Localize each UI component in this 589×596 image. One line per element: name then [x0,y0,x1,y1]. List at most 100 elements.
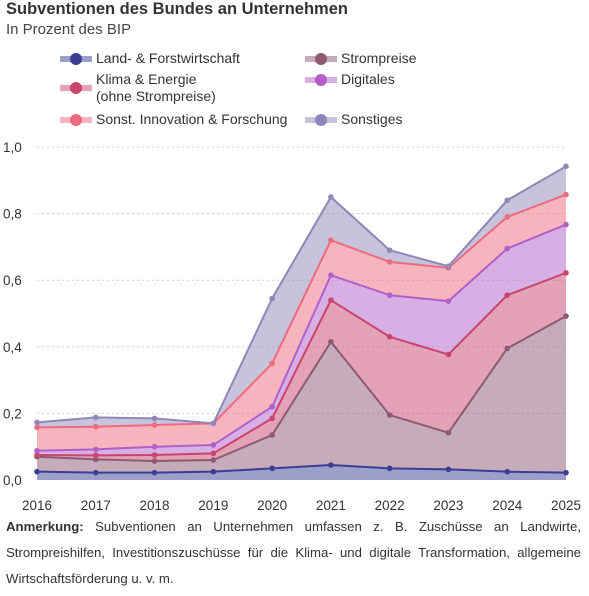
data-point [269,415,275,422]
stacked-area-chart: 0,0 0,2 0,4 0,6 0,8 1,0 2016 2017 2018 2019 2020 20… [3,140,581,513]
data-point [210,468,217,475]
data-point [92,469,99,476]
legend-label-land: Land- & Forstwirtschaft [96,50,240,66]
x-tick-label: 2025 [551,498,581,513]
chart-subtitle: In Prozent des BIP [6,21,132,38]
line-series-0 [36,464,567,474]
x-tick-label: 2018 [140,498,170,513]
data-point [151,469,158,476]
data-point [151,458,158,464]
data-point [210,450,217,457]
data-point [504,197,511,204]
legend-item-digitales: Digitales [305,71,395,89]
legend-label-strompreise: Strompreise [341,50,417,66]
legend-item-strompreise: Strompreise [305,50,416,68]
legend-swatch-strompreise [305,53,337,65]
line-series-4 [36,193,567,429]
x-tick-label: 2024 [492,498,523,513]
data-point [92,414,99,421]
data-point [445,298,452,304]
data-point [34,468,40,475]
data-point [328,272,334,279]
y-tick-label: 0,0 [3,473,22,488]
legend-swatch-digitales [305,74,337,86]
data-point [563,313,569,319]
x-tick-label: 2019 [198,498,228,513]
data-point [34,452,40,458]
data-point [386,412,393,418]
x-tick-label: 2021 [316,498,346,513]
legend-label-innovation: Sonst. Innovation & Forschung [96,111,288,127]
data-point [328,297,334,303]
y-tick-label: 0,8 [3,207,22,222]
y-tick-label: 0,6 [3,273,22,288]
data-point [269,432,275,438]
line-series-2 [36,271,567,457]
data-point [34,424,40,431]
area-series-5 [37,166,566,428]
x-tick-label: 2017 [81,498,111,513]
data-point [504,468,511,475]
legend-label-digitales: Digitales [341,71,395,87]
data-point [210,420,217,427]
chart-title: Subventionen des Bundes an Unternehmen [6,0,348,18]
note-text: Subventionen an Unternehmen umfassen z. … [6,519,581,586]
data-point [92,446,99,453]
legend-swatch-land [60,53,92,65]
legend-swatch-innovation [60,114,92,126]
data-point [445,429,452,436]
data-point [269,360,275,367]
data-point [92,456,99,463]
data-point [269,403,275,410]
data-point [269,295,275,302]
data-point [563,163,569,170]
data-point [328,194,334,200]
data-point [386,292,393,298]
data-point [563,191,569,198]
line-series-3 [36,223,567,452]
legend-swatch-sonstiges [305,114,337,126]
data-point [386,259,393,265]
data-point [34,419,40,426]
x-tick-label: 2022 [375,498,405,513]
legend-item-innovation: Sonst. Innovation & Forschung [60,111,287,129]
x-tick-label: 2023 [433,498,463,513]
legend-label-sonstiges: Sonstiges [341,111,403,127]
data-point [386,247,393,254]
data-point [563,221,569,228]
data-point [563,469,569,476]
data-point [504,292,511,298]
area-series-4 [37,194,566,451]
data-point [445,466,452,473]
data-point [210,442,217,448]
data-point [151,452,158,458]
data-point [151,415,158,422]
data-point [210,457,217,463]
legend-item-sonstiges: Sonstiges [305,111,402,129]
data-point [328,339,334,345]
data-point [328,462,334,468]
y-tick-label: 1,0 [3,140,22,155]
x-tick-label: 2016 [22,498,52,513]
line-series-5 [36,165,567,425]
data-point [563,270,569,276]
area-series-2 [37,272,566,462]
legend-item-klima: Klima & Energie (ohne Strompreise) [60,71,216,105]
x-tick-label: 2020 [257,498,287,513]
data-point [445,263,452,270]
legend-item-land: Land- & Forstwirtschaft [60,50,240,68]
area-series-3 [37,224,566,456]
data-point [386,465,393,472]
data-point [151,443,158,450]
area-series-0 [37,465,566,480]
line-series-1 [36,315,567,463]
data-point [445,351,452,358]
data-point [504,214,511,220]
data-point [151,422,158,428]
data-point [92,452,99,459]
data-point [504,345,511,352]
data-point [386,334,393,340]
data-point [92,423,99,430]
data-point [504,245,511,252]
y-tick-label: 0,4 [3,340,22,355]
